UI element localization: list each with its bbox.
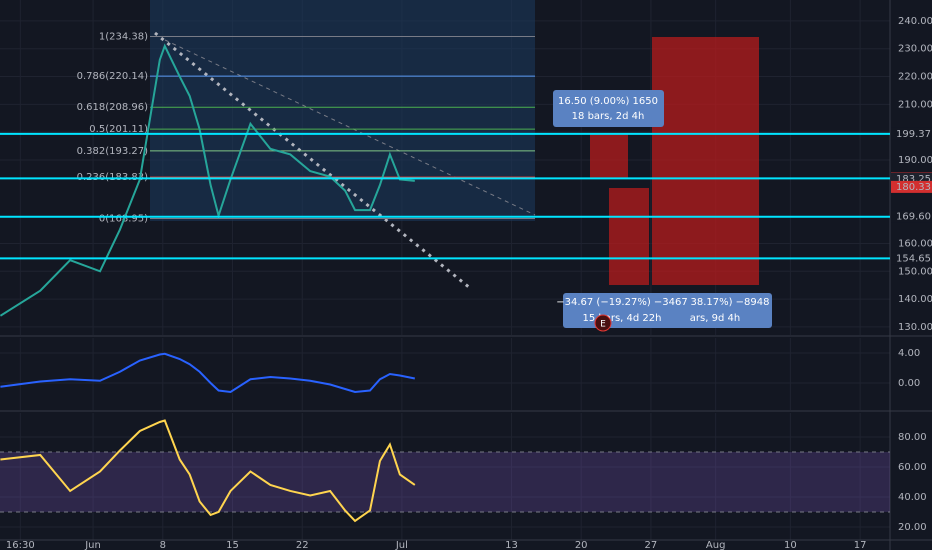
y-tick-label: 140.00	[898, 294, 932, 305]
y-tick-label: 160.00	[898, 238, 932, 249]
price-label: 183.25	[896, 174, 931, 185]
price-label: 199.37	[896, 129, 931, 140]
x-tick-label: Jun	[84, 540, 101, 550]
y-tick-label: 40.00	[898, 492, 927, 503]
price-label-box	[891, 127, 932, 140]
measure-box	[652, 37, 759, 285]
fib-label: 0.382(193.27)	[77, 146, 149, 157]
price-label-box	[891, 252, 932, 265]
event-text: E	[600, 320, 606, 330]
price-label: 169.60	[896, 212, 931, 223]
price-label-box	[891, 210, 932, 223]
y-tick-label: 220.00	[898, 72, 932, 83]
event-marker[interactable]	[594, 314, 612, 332]
trend-line	[154, 31, 471, 290]
x-tick-label: 8	[160, 540, 166, 550]
measure-text: −34.67 (−19.27%) −3467	[556, 297, 688, 308]
x-tick-label: 16:30	[6, 540, 35, 550]
y-tick-label: 150.00	[898, 266, 932, 277]
y-tick-label: 80.00	[898, 432, 927, 443]
measure-box	[590, 133, 628, 178]
fib-label: 0.5(201.11)	[89, 124, 148, 135]
measure-text: ars, 9d 4h	[690, 313, 740, 324]
y-tick-label: 130.00	[898, 322, 932, 333]
y-tick-label: 210.00	[898, 99, 932, 110]
x-tick-label: 20	[575, 540, 588, 550]
price-label: 154.65	[896, 253, 931, 264]
series-line	[0, 419, 416, 523]
y-tick-label: 190.00	[898, 155, 932, 166]
x-tick-label: 10	[784, 540, 797, 550]
x-tick-label: Aug	[706, 540, 726, 550]
fib-label: 0.618(208.96)	[77, 102, 149, 113]
y-tick-label: 240.00	[898, 16, 932, 27]
rsi-band	[0, 451, 890, 512]
measure-text: 18 bars, 2d 4h	[572, 111, 645, 122]
measure-text: 38.17%) −8948	[690, 297, 769, 308]
price-label-box	[891, 180, 932, 193]
measure-text: 16.50 (9.00%) 1650	[558, 96, 658, 107]
y-tick-label: 4.00	[898, 348, 920, 359]
fib-label: 0.786(220.14)	[77, 71, 149, 82]
y-tick-label: 0.00	[898, 378, 920, 389]
measure-label	[553, 90, 664, 127]
series-line	[0, 43, 415, 317]
y-tick-label: 230.00	[898, 44, 932, 55]
fib-label: 1(234.38)	[99, 32, 148, 43]
y-tick-label: 20.00	[898, 522, 927, 533]
x-tick-label: 13	[505, 540, 518, 550]
measure-box	[609, 188, 649, 285]
x-tick-label: 27	[645, 540, 658, 550]
price-label: 180.33	[896, 182, 931, 193]
x-tick-label: 22	[296, 540, 309, 550]
measure-text: 15 bars, 4d 22h	[582, 313, 661, 324]
x-tick-label: 17	[854, 540, 867, 550]
measure-label	[640, 293, 772, 328]
x-tick-label: Jul	[395, 540, 408, 550]
series-line	[0, 352, 416, 394]
x-tick-label: 15	[226, 540, 239, 550]
y-tick-label: 60.00	[898, 462, 927, 473]
grid-layer	[0, 0, 890, 540]
